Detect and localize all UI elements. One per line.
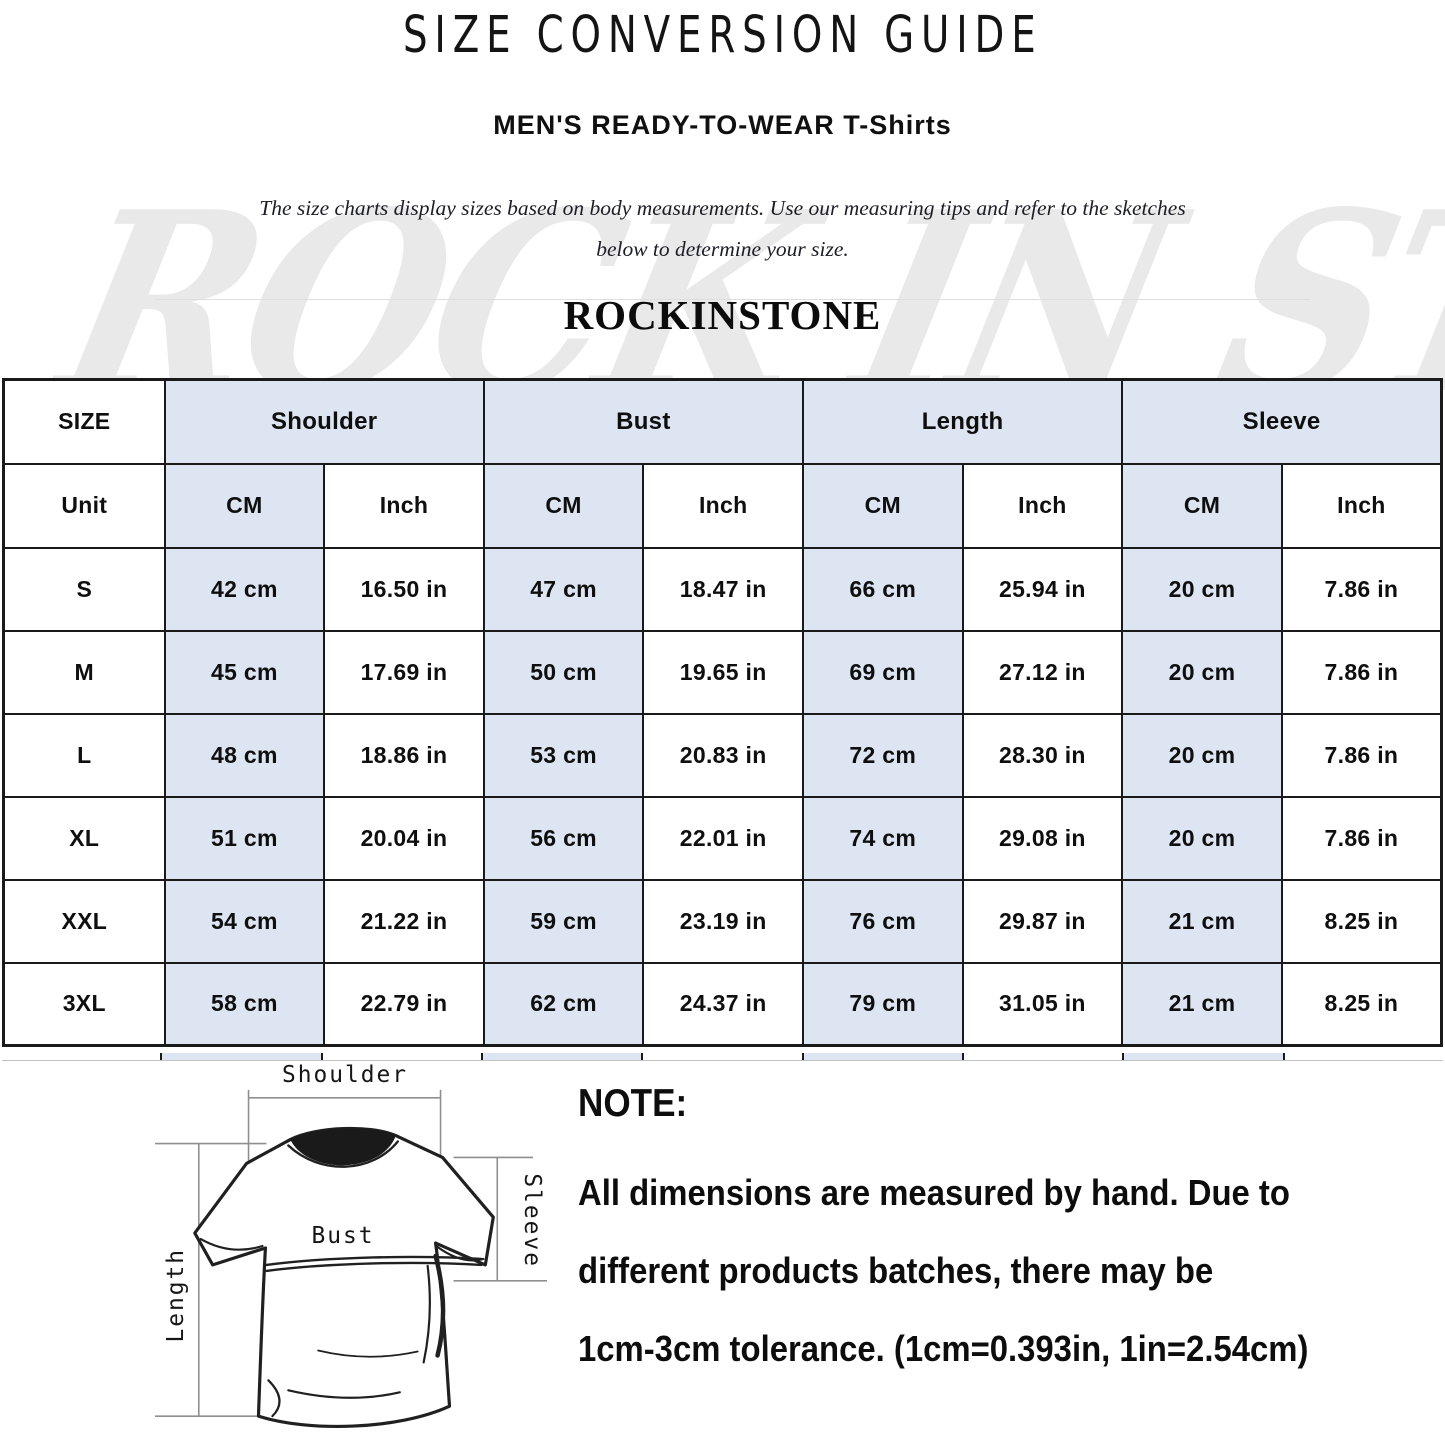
- table-cell: 31.05 in: [961, 961, 1124, 1047]
- size-conversion-table: SIZE Shoulder Bust Length Sleeve Unit CM…: [2, 378, 1443, 1047]
- note-line-2: different products batches, there may be: [578, 1250, 1214, 1291]
- unit-header: Inch: [323, 462, 485, 549]
- table-cell: 23.19 in: [642, 878, 804, 964]
- unit-header: CM: [1121, 462, 1283, 549]
- table-cell: 22.79 in: [323, 961, 485, 1047]
- table-row: XL 51 cm 20.04 in 56 cm 22.01 in 74 cm 2…: [2, 795, 1443, 881]
- table-cell: 17.69 in: [323, 629, 485, 715]
- table-cell: 20 cm: [1121, 546, 1283, 632]
- table-cell: 7.86 in: [1280, 629, 1443, 715]
- table-cell: 20.83 in: [642, 712, 804, 798]
- size-label: XL: [2, 795, 166, 881]
- table-cell: 42 cm: [163, 546, 326, 632]
- size-label: 3XL: [2, 961, 166, 1047]
- page-title: SIZE CONVERSION GUIDE: [0, 6, 1445, 65]
- table-row: 3XL 58 cm 22.79 in 62 cm 24.37 in 79 cm …: [2, 961, 1443, 1047]
- table-cell: 7.86 in: [1280, 712, 1443, 798]
- cropped-next-row-sliver: [2, 1053, 1443, 1061]
- table-cell: 45 cm: [163, 629, 326, 715]
- table-cell: 72 cm: [801, 712, 964, 798]
- table-cell: 59 cm: [482, 878, 645, 964]
- table-cell: 8.25 in: [1280, 878, 1443, 964]
- table-cell: 51 cm: [163, 795, 326, 881]
- table-cell: 18.86 in: [323, 712, 485, 798]
- unit-header: CM: [801, 462, 964, 549]
- group-header-shoulder: Shoulder: [163, 378, 485, 465]
- table-cell: 21 cm: [1121, 878, 1283, 964]
- table-cell: 7.86 in: [1280, 795, 1443, 881]
- table-cell: 20 cm: [1121, 712, 1283, 798]
- table-row: S 42 cm 16.50 in 47 cm 18.47 in 66 cm 25…: [2, 546, 1443, 632]
- unit-header: Inch: [642, 462, 804, 549]
- note-section: NOTE: All dimensions are measured by han…: [578, 1082, 1438, 1388]
- tshirt-diagram: Shoulder Bust Length Sleeve: [155, 1062, 548, 1428]
- table-cell: 22.01 in: [642, 795, 804, 881]
- size-label: XXL: [2, 878, 166, 964]
- table-cell: 8.25 in: [1280, 961, 1443, 1047]
- diagram-label-shoulder: Shoulder: [282, 1062, 408, 1088]
- group-header-bust: Bust: [482, 378, 804, 465]
- table-cell: 20 cm: [1121, 629, 1283, 715]
- table-group-header-row: SIZE Shoulder Bust Length Sleeve: [2, 378, 1443, 465]
- unit-header: Inch: [961, 462, 1124, 549]
- table-row: M 45 cm 17.69 in 50 cm 19.65 in 69 cm 27…: [2, 629, 1443, 715]
- unit-header: CM: [163, 462, 326, 549]
- size-label: L: [2, 712, 166, 798]
- table-cell: 20.04 in: [323, 795, 485, 881]
- table-cell: 54 cm: [163, 878, 326, 964]
- brand-name: ROCKINSTONE: [563, 292, 882, 338]
- page-title-text: SIZE CONVERSION GUIDE: [402, 6, 1043, 65]
- table-cell: 58 cm: [163, 961, 326, 1047]
- table-cell: 48 cm: [163, 712, 326, 798]
- group-header-length: Length: [801, 378, 1124, 465]
- table-cell: 28.30 in: [961, 712, 1124, 798]
- diagram-label-sleeve: Sleeve: [519, 1173, 545, 1268]
- diagram-label-bust: Bust: [312, 1223, 375, 1249]
- table-cell: 74 cm: [801, 795, 964, 881]
- unit-header: CM: [482, 462, 645, 549]
- description: The size charts display sizes based on b…: [0, 188, 1445, 270]
- table-cell: 21.22 in: [323, 878, 485, 964]
- size-label: S: [2, 546, 166, 632]
- diagram-label-length: Length: [163, 1248, 189, 1343]
- note-heading: NOTE:: [578, 1082, 688, 1125]
- table-cell: 19.65 in: [642, 629, 804, 715]
- divider-line: [155, 299, 1310, 300]
- description-line-1: The size charts display sizes based on b…: [259, 196, 1186, 220]
- table-cell: 7.86 in: [1280, 546, 1443, 632]
- table-cell: 76 cm: [801, 878, 964, 964]
- table-cell: 18.47 in: [642, 546, 804, 632]
- size-label: M: [2, 629, 166, 715]
- unit-label: Unit: [2, 462, 166, 549]
- description-line-2: below to determine your size.: [596, 237, 849, 261]
- table-cell: 79 cm: [801, 961, 964, 1047]
- table-cell: 53 cm: [482, 712, 645, 798]
- table-cell: 27.12 in: [961, 629, 1124, 715]
- table-cell: 66 cm: [801, 546, 964, 632]
- table-cell: 20 cm: [1121, 795, 1283, 881]
- table-cell: 56 cm: [482, 795, 645, 881]
- table-cell: 29.08 in: [961, 795, 1124, 881]
- table-cell: 16.50 in: [323, 546, 485, 632]
- size-column-header: SIZE: [2, 378, 166, 465]
- table-cell: 25.94 in: [961, 546, 1124, 632]
- table-row: L 48 cm 18.86 in 53 cm 20.83 in 72 cm 28…: [2, 712, 1443, 798]
- table-cell: 62 cm: [482, 961, 645, 1047]
- table-cell: 21 cm: [1121, 961, 1283, 1047]
- table-cell: 69 cm: [801, 629, 964, 715]
- table-cell: 50 cm: [482, 629, 645, 715]
- table-cell: 24.37 in: [642, 961, 804, 1047]
- table-cell: 29.87 in: [961, 878, 1124, 964]
- note-line-1: All dimensions are measured by hand. Due…: [578, 1172, 1290, 1213]
- note-line-3: 1cm-3cm tolerance. (1cm=0.393in, 1in=2.5…: [578, 1328, 1309, 1369]
- table-row: XXL 54 cm 21.22 in 59 cm 23.19 in 76 cm …: [2, 878, 1443, 964]
- table-cell: 47 cm: [482, 546, 645, 632]
- unit-header: Inch: [1280, 462, 1443, 549]
- page-subtitle: MEN'S READY-TO-WEAR T-Shirts: [493, 110, 952, 140]
- group-header-sleeve: Sleeve: [1121, 378, 1443, 465]
- table-unit-row: Unit CM Inch CM Inch CM Inch CM Inch: [2, 462, 1443, 549]
